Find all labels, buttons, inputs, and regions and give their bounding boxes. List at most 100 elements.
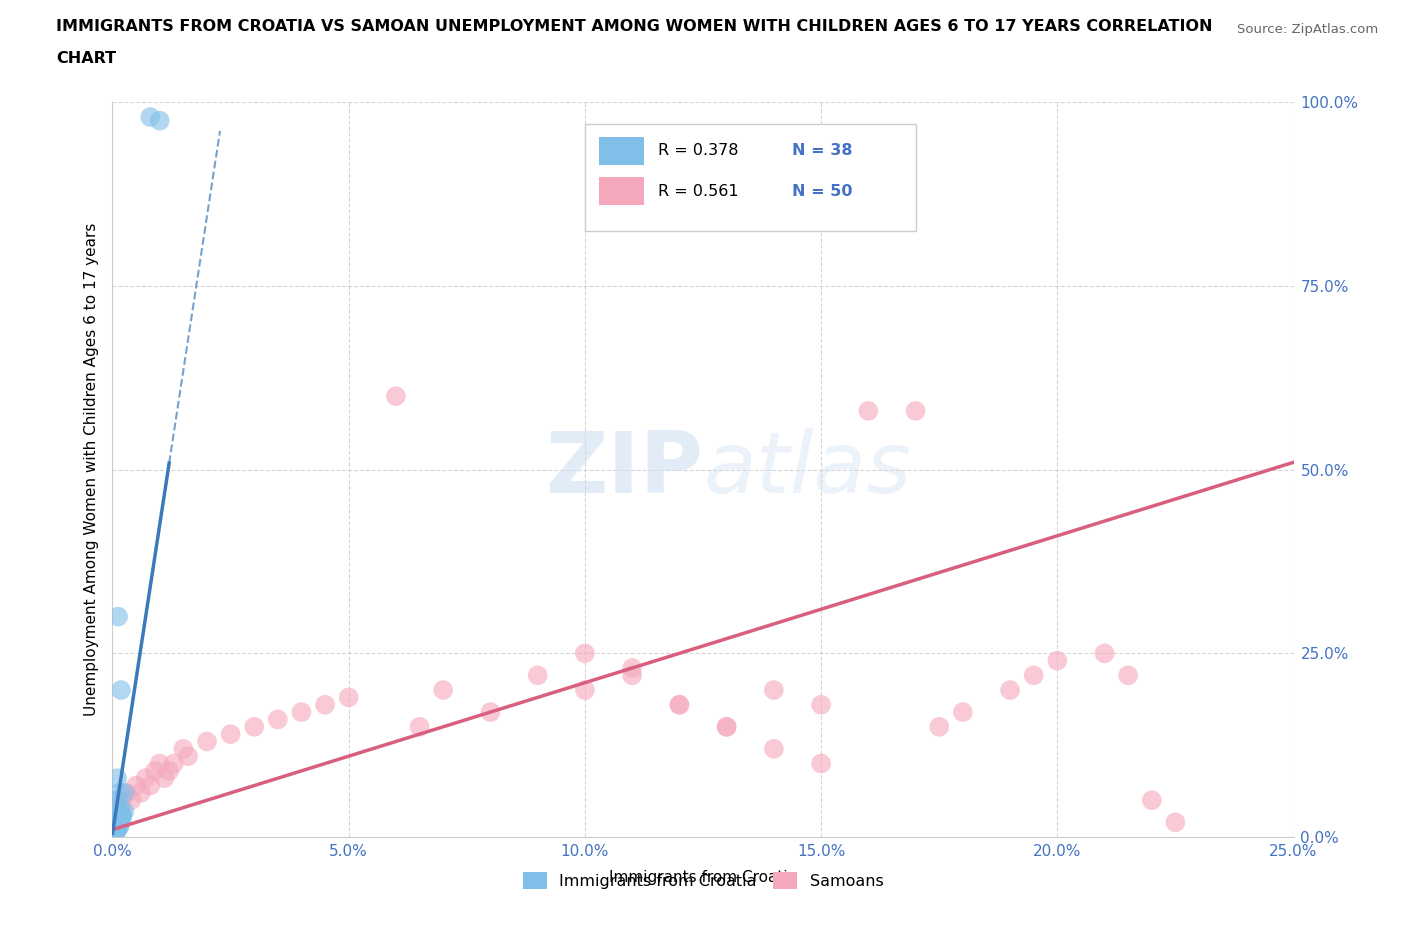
Text: R = 0.378: R = 0.378 xyxy=(658,143,738,158)
Point xyxy=(112,804,135,818)
Point xyxy=(105,822,128,837)
Point xyxy=(479,705,502,720)
Point xyxy=(111,792,134,807)
Point xyxy=(314,698,336,712)
Point xyxy=(668,698,690,712)
Point xyxy=(219,726,242,741)
Point xyxy=(105,818,128,833)
Point xyxy=(998,683,1021,698)
Point xyxy=(111,807,134,822)
Point xyxy=(107,815,129,830)
Text: atlas: atlas xyxy=(703,428,911,512)
FancyBboxPatch shape xyxy=(585,125,915,231)
Point xyxy=(105,818,128,833)
Point xyxy=(135,771,157,786)
Point xyxy=(108,815,131,830)
Point xyxy=(105,818,128,833)
Point xyxy=(621,660,644,675)
Text: ZIP: ZIP xyxy=(546,428,703,512)
Point xyxy=(139,110,162,125)
Point xyxy=(125,778,148,793)
Point xyxy=(108,818,131,833)
Point xyxy=(195,734,218,749)
Point xyxy=(105,815,128,830)
Bar xyxy=(599,137,644,165)
Point xyxy=(1140,792,1163,807)
Point xyxy=(153,771,176,786)
Point xyxy=(111,807,134,822)
Point xyxy=(267,712,290,727)
Point xyxy=(385,389,408,404)
Point xyxy=(928,720,950,735)
Point xyxy=(107,811,129,826)
Point xyxy=(108,800,131,815)
Point xyxy=(172,741,194,756)
Point xyxy=(668,698,690,712)
Point xyxy=(111,811,134,826)
Point xyxy=(115,786,138,801)
Point xyxy=(105,824,128,839)
Point xyxy=(112,786,135,801)
Point xyxy=(574,683,596,698)
Text: N = 38: N = 38 xyxy=(792,143,852,158)
Point xyxy=(1094,646,1116,661)
Point xyxy=(810,756,832,771)
Point xyxy=(105,818,128,833)
Text: R = 0.561: R = 0.561 xyxy=(658,184,738,199)
Point xyxy=(904,404,927,418)
Point xyxy=(105,822,128,837)
Text: IMMIGRANTS FROM CROATIA VS SAMOAN UNEMPLOYMENT AMONG WOMEN WITH CHILDREN AGES 6 : IMMIGRANTS FROM CROATIA VS SAMOAN UNEMPL… xyxy=(56,19,1213,33)
Text: N = 50: N = 50 xyxy=(792,184,852,199)
Point xyxy=(952,705,974,720)
Point xyxy=(105,822,128,837)
Point xyxy=(432,683,454,698)
Point xyxy=(1116,668,1139,683)
X-axis label: Immigrants from Croatia: Immigrants from Croatia xyxy=(609,870,797,885)
Point xyxy=(1046,653,1069,668)
Point xyxy=(110,683,132,698)
Point xyxy=(337,690,360,705)
Point xyxy=(105,815,128,830)
Point xyxy=(107,815,129,830)
Point xyxy=(105,800,128,815)
Point xyxy=(104,822,127,837)
Point xyxy=(574,646,596,661)
Point xyxy=(108,807,131,822)
Point xyxy=(105,771,128,786)
Point xyxy=(120,792,142,807)
Point xyxy=(716,720,738,735)
Point xyxy=(621,668,644,683)
Point xyxy=(526,668,548,683)
Point xyxy=(290,705,312,720)
Point xyxy=(1164,815,1187,830)
Legend: Immigrants from Croatia, Samoans: Immigrants from Croatia, Samoans xyxy=(516,866,890,896)
Point xyxy=(149,113,172,128)
Bar xyxy=(599,178,644,206)
Point xyxy=(107,609,129,624)
Text: Source: ZipAtlas.com: Source: ZipAtlas.com xyxy=(1237,23,1378,36)
Point xyxy=(139,778,162,793)
Point xyxy=(108,818,131,833)
Y-axis label: Unemployment Among Women with Children Ages 6 to 17 years: Unemployment Among Women with Children A… xyxy=(83,223,98,716)
Point xyxy=(157,764,180,778)
Point xyxy=(762,741,785,756)
Point xyxy=(149,756,172,771)
Point xyxy=(110,807,132,822)
Point xyxy=(105,822,128,837)
Point xyxy=(129,786,152,801)
Text: CHART: CHART xyxy=(56,51,117,66)
Point xyxy=(143,764,166,778)
Point xyxy=(111,807,134,822)
Point xyxy=(104,826,127,841)
Point xyxy=(104,822,127,837)
Point xyxy=(716,720,738,735)
Point xyxy=(858,404,880,418)
Point xyxy=(762,683,785,698)
Point xyxy=(105,792,128,807)
Point xyxy=(243,720,266,735)
Point xyxy=(408,720,430,735)
Point xyxy=(108,786,131,801)
Point xyxy=(105,815,128,830)
Point xyxy=(163,756,186,771)
Point xyxy=(810,698,832,712)
